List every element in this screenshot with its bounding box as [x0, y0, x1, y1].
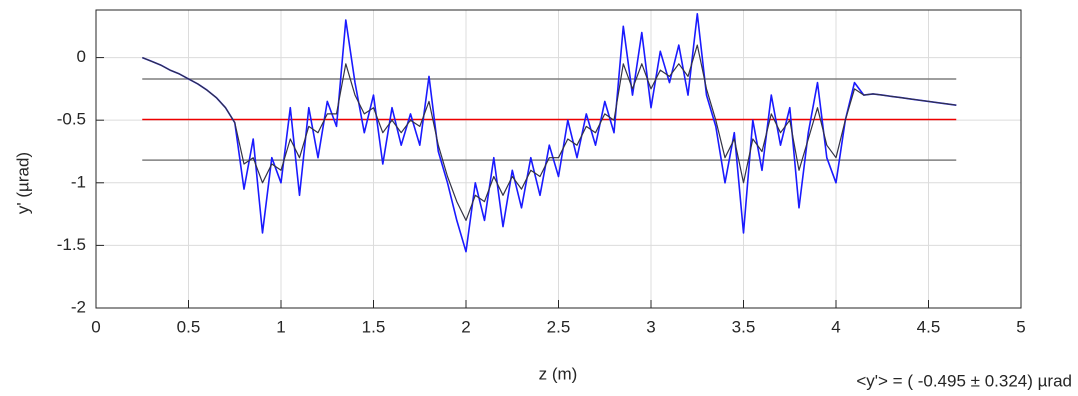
x-tick-label: 0.5 — [177, 317, 201, 336]
y-tick-label: 0 — [77, 47, 86, 66]
x-tick-label: 3 — [646, 317, 655, 336]
y-axis-label: y' (µrad) — [13, 152, 32, 214]
y-tick-label: -1.5 — [57, 235, 86, 254]
x-tick-label: 0 — [91, 317, 100, 336]
x-axis-label: z (m) — [539, 364, 578, 383]
x-tick-label: 4.5 — [917, 317, 941, 336]
plot-frame — [95, 9, 1022, 309]
x-tick-label: 3.5 — [732, 317, 756, 336]
annotation: <y'> = ( -0.495 ± 0.324) µrad — [856, 371, 1072, 390]
x-tick-label: 4 — [831, 317, 840, 336]
x-tick-label: 2.5 — [547, 317, 571, 336]
x-tick-label: 2 — [461, 317, 470, 336]
x-tick-label: 1 — [276, 317, 285, 336]
y-tick-label: -1 — [71, 172, 86, 191]
data-line — [142, 44, 957, 221]
y-tick-label: -2 — [71, 297, 86, 316]
y-tick-label: -0.5 — [57, 110, 86, 129]
x-tick-label: 5 — [1016, 317, 1025, 336]
x-tick-label: 1.5 — [362, 317, 386, 336]
data-line — [142, 13, 957, 253]
